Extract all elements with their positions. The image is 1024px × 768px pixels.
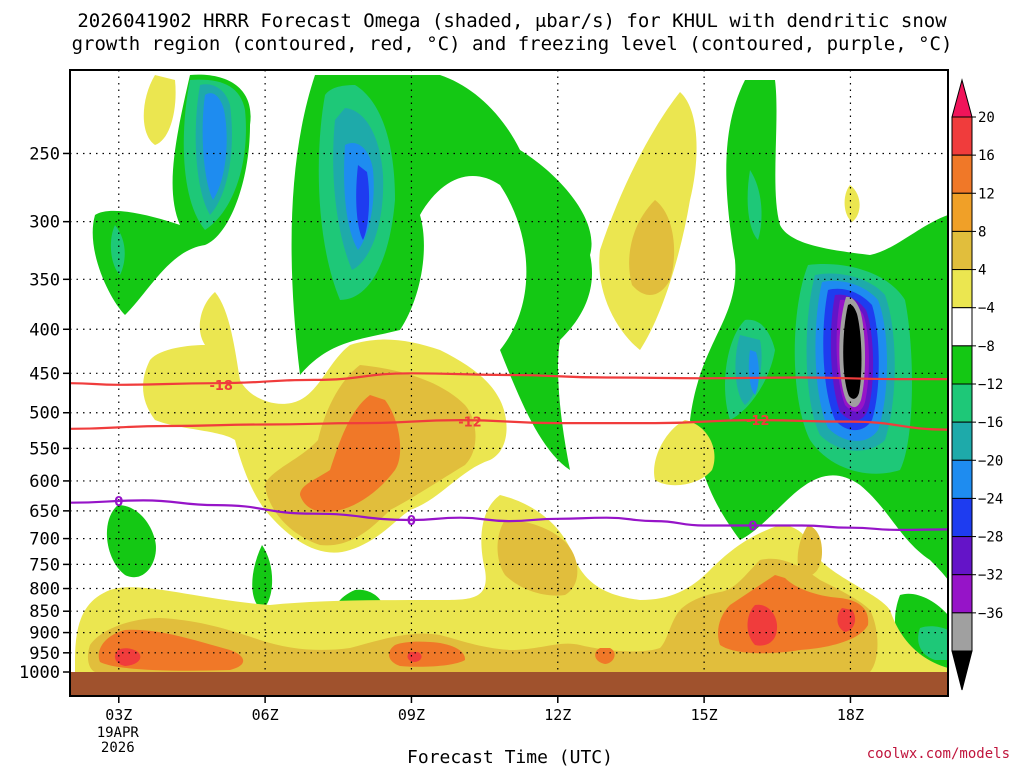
colorbar-band bbox=[951, 421, 973, 461]
y-tick-label: 1000 bbox=[19, 663, 60, 683]
colorbar-band bbox=[951, 269, 973, 309]
x-tick-label: 12Z bbox=[544, 706, 571, 724]
colorbar-bottom-arrow bbox=[951, 650, 973, 691]
colorbar-label: −20 bbox=[978, 453, 1003, 469]
omega-region-orange bbox=[388, 641, 466, 667]
omega-region-lightblue bbox=[748, 350, 759, 395]
omega-region-teal bbox=[747, 170, 762, 240]
omega-region-yellow bbox=[844, 185, 860, 222]
colorbar: 20 16 12 8 4 −4 −8 −12 −16 −20 −24 −28 −32 −36 bbox=[951, 78, 1003, 691]
y-tick-label: 650 bbox=[29, 502, 60, 522]
colorbar-band bbox=[951, 497, 973, 538]
colorbar-band bbox=[951, 345, 973, 385]
omega-region-blue bbox=[356, 165, 370, 240]
contour-label: 0 bbox=[114, 495, 123, 510]
colorbar-label: 4 bbox=[978, 263, 986, 279]
y-tick-label: 750 bbox=[29, 555, 60, 575]
colorbar-label: −32 bbox=[978, 568, 1003, 584]
colorbar-label: 20 bbox=[978, 110, 995, 126]
y-tick-label: 950 bbox=[29, 644, 60, 664]
x-tick-label: 09Z bbox=[398, 706, 425, 724]
omega-region-red bbox=[407, 652, 422, 662]
chart-title-line-1: 2026041902 HRRR Forecast Omega (shaded, … bbox=[77, 10, 947, 32]
temperature-contours bbox=[69, 372, 949, 532]
omega-region-gold bbox=[629, 200, 675, 296]
x-tick-label: 15Z bbox=[691, 706, 718, 724]
y-tick-label: 800 bbox=[29, 580, 60, 600]
contour-label: -18 bbox=[209, 379, 233, 394]
omega-region-gold bbox=[797, 525, 822, 577]
x-tick-label: 03Z bbox=[105, 706, 132, 724]
omega-region-green bbox=[106, 505, 156, 578]
contour-labels: -18 -12 -12 0 0 0 bbox=[114, 379, 770, 535]
colorbar-band bbox=[951, 612, 973, 652]
y-tick-label: 450 bbox=[29, 364, 60, 384]
omega-region-black bbox=[843, 304, 862, 399]
x-axis-label: Forecast Time (UTC) bbox=[407, 747, 613, 768]
contour-label: -12 bbox=[458, 416, 482, 431]
omega-region-green bbox=[252, 545, 273, 610]
colorbar-label: −36 bbox=[978, 606, 1003, 622]
y-tick-label: 300 bbox=[29, 213, 60, 233]
y-tick-label: 550 bbox=[29, 439, 60, 459]
colorbar-top-arrow bbox=[951, 78, 973, 118]
contour-line--12 bbox=[69, 418, 949, 431]
chart-title-line-2: growth region (contoured, red, °C) and f… bbox=[71, 33, 953, 55]
colorbar-band bbox=[951, 192, 973, 232]
x-tick-sublabel: 19APR bbox=[97, 725, 140, 741]
omega-region-red bbox=[837, 608, 856, 632]
contour-line-0 bbox=[69, 499, 949, 532]
y-tick-label: 250 bbox=[29, 144, 60, 164]
colorbar-label: 12 bbox=[978, 186, 995, 202]
colorbar-band bbox=[951, 383, 973, 423]
contour-label: 0 bbox=[407, 514, 416, 529]
omega-region-teal bbox=[110, 225, 125, 275]
x-tick-label: 18Z bbox=[837, 706, 864, 724]
y-axis-ticks: 2503003504004505005506006507007508008509… bbox=[19, 144, 70, 683]
colorbar-label: −16 bbox=[978, 415, 1003, 431]
colorbar-band bbox=[951, 574, 973, 614]
omega-region-teal bbox=[918, 626, 948, 660]
omega-region-red bbox=[114, 648, 141, 666]
omega-region-orange bbox=[595, 648, 615, 664]
colorbar-label: −28 bbox=[978, 530, 1003, 546]
colorbar-band bbox=[951, 154, 973, 194]
x-tick-label: 06Z bbox=[252, 706, 279, 724]
y-tick-label: 500 bbox=[29, 404, 60, 424]
omega-region-gold bbox=[87, 558, 878, 672]
colorbar-label: −8 bbox=[978, 339, 995, 355]
y-tick-label: 600 bbox=[29, 472, 60, 492]
contour-line--18 bbox=[69, 372, 948, 386]
colorbar-band bbox=[951, 230, 973, 271]
contour-label: -12 bbox=[746, 414, 770, 429]
omega-region-orange bbox=[300, 395, 401, 512]
x-tick-sublabel: 2026 bbox=[101, 740, 135, 756]
omega-shading bbox=[75, 74, 948, 672]
colorbar-band bbox=[951, 459, 973, 499]
omega-region-red bbox=[747, 604, 778, 646]
colorbar-band bbox=[951, 536, 973, 576]
y-tick-label: 350 bbox=[29, 270, 60, 290]
plot-frame bbox=[69, 69, 949, 697]
contour-label: 0 bbox=[748, 520, 757, 535]
y-tick-label: 900 bbox=[29, 624, 60, 644]
colorbar-label: 8 bbox=[978, 224, 986, 240]
colorbar-label: 16 bbox=[978, 148, 995, 164]
omega-region-yellow bbox=[654, 420, 715, 486]
gridlines bbox=[70, 70, 948, 672]
y-tick-label: 400 bbox=[29, 320, 60, 340]
y-tick-label: 850 bbox=[29, 602, 60, 622]
omega-region-yellow bbox=[143, 75, 176, 145]
credit-text: coolwx.com/models bbox=[866, 746, 1010, 762]
y-tick-label: 700 bbox=[29, 530, 60, 550]
colorbar-label: −4 bbox=[978, 301, 995, 317]
colorbar-band bbox=[951, 116, 973, 156]
colorbar-label: −12 bbox=[978, 377, 1003, 393]
omega-region-lightblue bbox=[202, 93, 227, 200]
colorbar-label: −24 bbox=[978, 491, 1003, 507]
ground-below-surface bbox=[71, 672, 947, 696]
colorbar-band bbox=[951, 307, 973, 347]
